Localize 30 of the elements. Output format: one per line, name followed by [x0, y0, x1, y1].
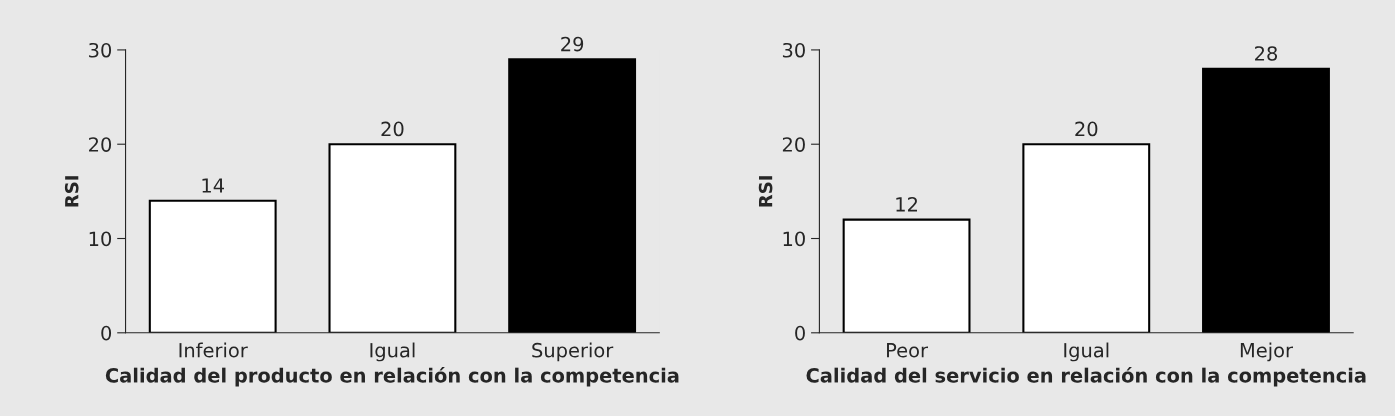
y-tick-label: 10 — [783, 231, 805, 247]
x-tick-label: Inferior — [179, 342, 248, 358]
y-tick-label: 10 — [89, 231, 112, 247]
x-axis-title: Calidad del producto en relación con la competencia — [105, 366, 679, 387]
y-tick-label: 30 — [89, 42, 112, 58]
data-label: 20 — [381, 121, 404, 137]
x-axis-title: Calidad del servicio en relación con la competencia — [806, 366, 1366, 387]
y-tick-label: 0 — [101, 325, 112, 341]
x-tick-label: Superior — [532, 342, 614, 362]
bar — [1022, 143, 1151, 333]
bar — [508, 58, 637, 333]
data-label: 29 — [561, 36, 584, 52]
bar — [1202, 67, 1330, 333]
y-axis-title: RSI — [758, 176, 773, 207]
data-label: 20 — [1075, 121, 1098, 137]
x-tick-label: Mejor — [1240, 342, 1294, 362]
bar — [148, 199, 277, 333]
bar — [328, 143, 457, 333]
data-label: 12 — [896, 197, 917, 212]
y-tick-label: 20 — [89, 137, 112, 152]
x-tick-label: Igual — [1064, 342, 1109, 362]
y-tick-label: 0 — [795, 325, 805, 341]
x-tick-label: Peor — [887, 343, 929, 358]
data-label: 14 — [202, 178, 224, 193]
y-tick-label: 30 — [782, 42, 805, 58]
data-label: 28 — [1255, 46, 1278, 61]
x-tick-label: Igual — [370, 342, 415, 362]
y-tick-label: 20 — [782, 137, 805, 152]
y-axis-title: RSI — [64, 176, 79, 207]
bar — [842, 218, 971, 333]
